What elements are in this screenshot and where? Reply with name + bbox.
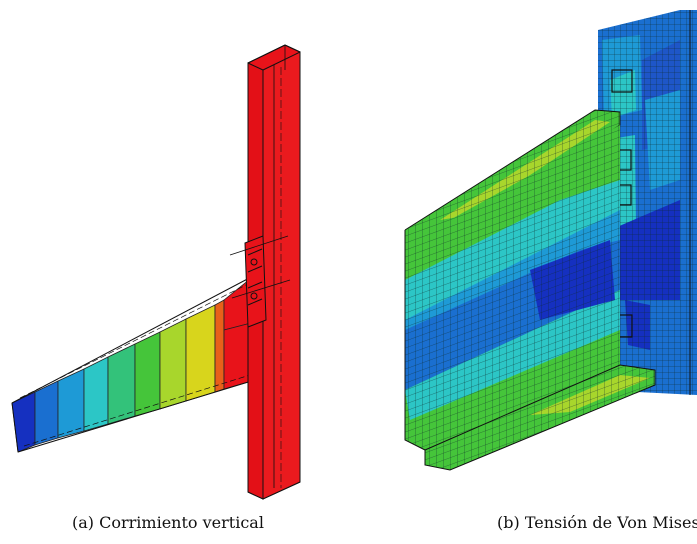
figure-b	[380, 0, 697, 500]
beam-band-7	[160, 319, 186, 409]
beam-band-3	[58, 369, 84, 438]
beam-band-8	[186, 305, 215, 401]
beam-band-9	[215, 300, 224, 392]
beam-band-2	[35, 381, 58, 445]
caption-a: (a) Corrimiento vertical	[72, 513, 264, 532]
beam-band-6	[135, 332, 160, 416]
figure-a	[0, 0, 320, 500]
beam	[12, 275, 255, 452]
caption-b: (b) Tensión de Von Mises	[497, 513, 697, 532]
beam-band-5	[108, 344, 135, 424]
beam-band-4	[84, 357, 108, 431]
displacement-plot	[0, 0, 320, 500]
von-mises-plot	[380, 0, 697, 500]
